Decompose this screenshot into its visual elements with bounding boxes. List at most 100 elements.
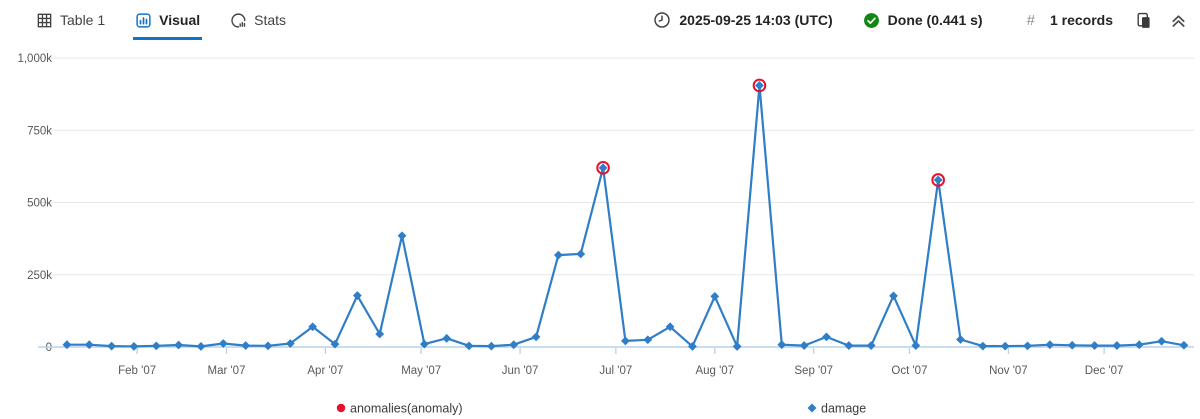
damage-point-marker bbox=[1067, 340, 1077, 350]
damage-point-marker bbox=[1112, 341, 1122, 350]
damage-point-marker bbox=[308, 322, 318, 332]
damage-point-marker bbox=[1179, 340, 1189, 350]
x-tick-label: Jul '07 bbox=[599, 365, 632, 377]
damage-point-marker bbox=[866, 341, 876, 350]
anomaly-marker bbox=[752, 78, 767, 93]
x-tick-label: Oct '07 bbox=[891, 365, 927, 377]
query-timestamp: 2025-09-25 14:03 (UTC) bbox=[679, 12, 833, 28]
damage-point-marker bbox=[1045, 340, 1055, 350]
damage-point-marker bbox=[1134, 340, 1144, 350]
damage-timechart[interactable]: 0 250k 500k 750k 1,000k Feb '07 Mar '07 Apr '07… bbox=[0, 40, 1200, 419]
tab-table-1-label: Table 1 bbox=[60, 12, 106, 28]
tab-visual-label: Visual bbox=[159, 12, 201, 28]
damage-point-marker bbox=[844, 341, 854, 350]
table-grid-icon bbox=[36, 12, 53, 29]
damage-point-marker bbox=[1023, 341, 1032, 351]
x-tick-label: Aug '07 bbox=[695, 365, 734, 377]
x-tick-label: Nov '07 bbox=[989, 365, 1028, 377]
query-timestamp-group: 2025-09-25 14:03 (UTC) bbox=[653, 11, 833, 29]
damage-point-marker bbox=[576, 249, 586, 259]
x-tick-label: Apr '07 bbox=[307, 365, 343, 377]
y-tick-label: 500k bbox=[27, 198, 52, 210]
damage-point-marker bbox=[464, 341, 474, 351]
damage-legend-swatch[interactable] bbox=[807, 403, 817, 413]
x-tick-label: Sep '07 bbox=[794, 365, 833, 377]
damage-point-marker bbox=[107, 341, 117, 351]
damage-point-marker bbox=[486, 341, 496, 351]
damage-point-marker bbox=[352, 291, 362, 300]
success-check-icon bbox=[863, 12, 880, 29]
damage-line-series bbox=[65, 84, 1185, 348]
damage-point-marker bbox=[196, 342, 206, 351]
anomaly-marker bbox=[931, 173, 945, 187]
damage-point-marker bbox=[1157, 336, 1166, 346]
results-tabs: Table 1 Visual Stats bbox=[0, 0, 314, 40]
damage-point-marker bbox=[598, 163, 608, 173]
query-status-group: Done (0.441 s) bbox=[863, 12, 983, 29]
y-tick-label: 750k bbox=[27, 125, 52, 137]
damage-point-marker bbox=[531, 332, 541, 342]
damage-point-marker bbox=[688, 342, 697, 351]
legend-item-damage[interactable]: damage bbox=[807, 402, 867, 416]
y-tick-label: 0 bbox=[46, 342, 52, 354]
copy-icon[interactable] bbox=[1135, 11, 1153, 30]
damage-point-marker bbox=[129, 342, 139, 351]
legend-label[interactable]: anomalies(anomaly) bbox=[350, 402, 463, 416]
results-toolbar: Table 1 Visual Stats 2025-09-25 14:03 (U… bbox=[0, 0, 1200, 40]
x-tick-label: Mar '07 bbox=[207, 365, 245, 377]
hash-icon: # bbox=[1026, 11, 1035, 29]
damage-point-marker bbox=[174, 340, 184, 350]
damage-point-marker bbox=[799, 341, 809, 350]
damage-point-marker bbox=[710, 292, 720, 301]
damage-point-marker bbox=[643, 335, 653, 345]
record-count-group: # 1 records bbox=[1027, 12, 1113, 29]
damage-point-marker bbox=[665, 322, 675, 332]
anomaly-marker bbox=[596, 161, 610, 175]
y-tick-label: 250k bbox=[27, 270, 52, 282]
damage-point-marker bbox=[397, 231, 407, 241]
query-status-bar: 2025-09-25 14:03 (UTC) Done (0.441 s) # … bbox=[653, 0, 1200, 40]
damage-point-marker bbox=[218, 339, 228, 348]
damage-point-marker bbox=[1000, 341, 1010, 351]
x-tick-label: Dec '07 bbox=[1085, 365, 1124, 377]
x-tick-label: Feb '07 bbox=[118, 365, 156, 377]
x-tick-label: Jun '07 bbox=[502, 365, 539, 377]
damage-point-marker bbox=[151, 341, 161, 351]
damage-point-marker bbox=[1090, 341, 1099, 350]
damage-point-marker bbox=[777, 340, 787, 350]
results-chart: 0 250k 500k 750k 1,000k Feb '07 Mar '07 Apr '07… bbox=[0, 40, 1200, 419]
tab-visual[interactable]: Visual bbox=[133, 0, 203, 40]
damage-point-marker bbox=[442, 333, 452, 343]
record-count: 1 records bbox=[1049, 12, 1113, 28]
clock-icon bbox=[653, 11, 671, 29]
damage-point-marker bbox=[911, 341, 921, 350]
damage-point-marker bbox=[330, 339, 340, 349]
damage-point-marker bbox=[755, 81, 764, 90]
damage-point-marker bbox=[933, 175, 943, 185]
damage-point-marker bbox=[241, 341, 251, 350]
tab-table-1[interactable]: Table 1 bbox=[34, 0, 107, 40]
anomaly-legend-swatch[interactable] bbox=[336, 403, 346, 413]
damage-point-marker bbox=[732, 342, 742, 351]
damage-point-marker bbox=[822, 332, 831, 342]
damage-point-marker bbox=[889, 291, 898, 301]
collapse-panel-icon[interactable] bbox=[1169, 11, 1188, 30]
damage-point-marker bbox=[621, 336, 630, 346]
legend-item-anomalies-anomaly-[interactable]: anomalies(anomaly) bbox=[336, 402, 463, 416]
legend-label[interactable]: damage bbox=[821, 402, 866, 416]
stats-pie-icon bbox=[230, 12, 247, 29]
tab-stats-label: Stats bbox=[254, 12, 287, 28]
query-status: Done (0.441 s) bbox=[887, 12, 983, 28]
damage-point-marker bbox=[285, 339, 295, 348]
damage-point-marker bbox=[553, 250, 563, 260]
damage-point-marker bbox=[419, 339, 429, 349]
damage-point-marker bbox=[956, 335, 965, 344]
y-tick-label: 1,000k bbox=[17, 53, 52, 65]
damage-point-marker bbox=[263, 341, 273, 351]
x-tick-label: May '07 bbox=[401, 365, 441, 377]
damage-point-marker bbox=[375, 329, 385, 339]
damage-point-marker bbox=[84, 340, 94, 350]
tab-stats[interactable]: Stats bbox=[228, 0, 288, 40]
damage-point-marker bbox=[62, 340, 72, 350]
damage-point-marker bbox=[509, 340, 519, 350]
